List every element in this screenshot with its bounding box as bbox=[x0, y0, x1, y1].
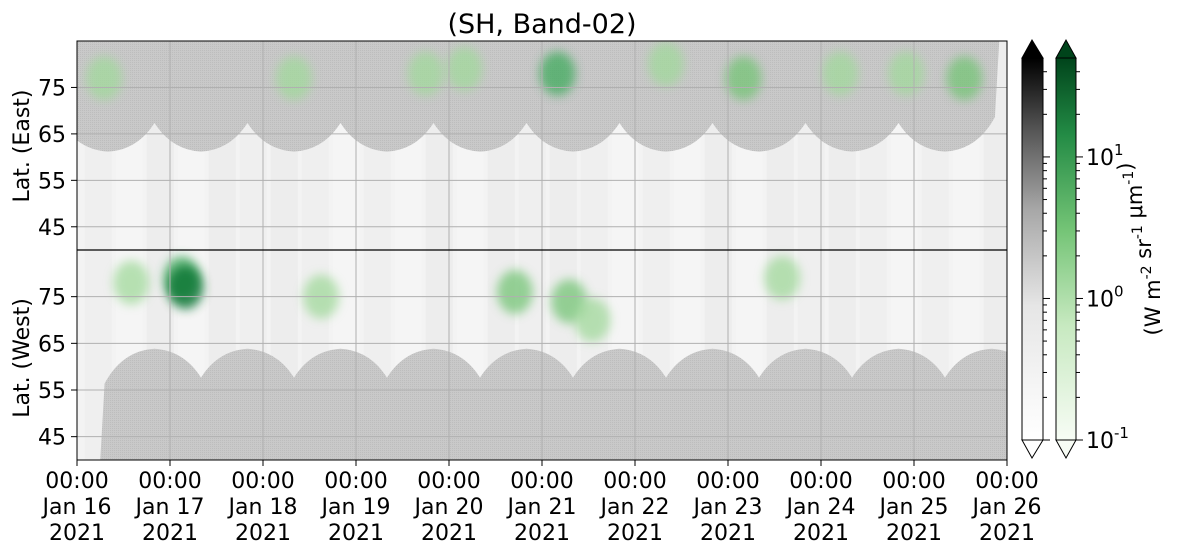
aurora-patch bbox=[822, 51, 859, 96]
colorbar-greys-bar bbox=[1021, 57, 1044, 441]
x-tick-label: 2021 bbox=[514, 521, 570, 546]
colorbar-ticks: 101 100 10-1 bbox=[1043, 71, 1129, 454]
x-tick-label: Jan 17 bbox=[134, 495, 205, 520]
x-tick-label: 00:00 bbox=[510, 469, 573, 494]
aurora-patch bbox=[407, 51, 444, 96]
x-tick-label: 00:00 bbox=[45, 469, 108, 494]
colorbar-tick-label: 100 bbox=[1086, 282, 1124, 312]
x-tick-label: Jan 24 bbox=[785, 495, 856, 520]
aurora-patch bbox=[539, 51, 576, 96]
y-label-east: Lat. (East) bbox=[10, 90, 35, 203]
aurora-emission bbox=[86, 42, 983, 342]
x-tick-label: Jan 21 bbox=[506, 495, 577, 520]
daylight-lobe-west bbox=[379, 348, 488, 460]
aurora-patch bbox=[167, 265, 204, 310]
x-tick-label: Jan 25 bbox=[878, 495, 949, 520]
x-tick-label: 00:00 bbox=[603, 469, 666, 494]
y-axis: 45 55 65 75 75 65 55 45 bbox=[38, 76, 77, 451]
x-tick-label: Jan 19 bbox=[320, 495, 391, 520]
colorbar-greys-extend-max bbox=[1021, 39, 1044, 59]
aurora-patch bbox=[113, 260, 150, 305]
x-tick-label: 2021 bbox=[607, 521, 663, 546]
colorbar-greens-bar bbox=[1055, 57, 1077, 441]
colorbar-greens-extend-max bbox=[1055, 38, 1077, 59]
x-tick-label: 2021 bbox=[142, 521, 198, 546]
x-tick-label: 2021 bbox=[421, 521, 477, 546]
x-tick-label: 2021 bbox=[700, 521, 756, 546]
daylight-lobe-west bbox=[100, 348, 209, 460]
y-tick-label: 55 bbox=[38, 379, 66, 404]
aurora-patch bbox=[86, 56, 123, 101]
x-tick-label: 00:00 bbox=[324, 469, 387, 494]
colorbars: 101 100 10-1 (W m-2 sr-1 μm-1) bbox=[1021, 38, 1165, 460]
y-tick-label: 45 bbox=[38, 216, 66, 241]
daylight-lobe-west bbox=[937, 348, 1007, 460]
x-tick-label: 2021 bbox=[49, 521, 105, 546]
colorbar-tick-label: 10-1 bbox=[1086, 424, 1129, 454]
x-tick-label: 2021 bbox=[328, 521, 384, 546]
daylight-lobe-west bbox=[565, 348, 674, 460]
x-tick-label: 2021 bbox=[793, 521, 849, 546]
x-tick-label: 00:00 bbox=[696, 469, 759, 494]
aurora-patch bbox=[725, 56, 762, 101]
daylight-lobe-west bbox=[286, 348, 395, 460]
y-tick-label: 65 bbox=[38, 332, 66, 357]
y-tick-label: 55 bbox=[38, 169, 66, 194]
x-tick-label: Jan 23 bbox=[692, 495, 763, 520]
daylight-lobe-west bbox=[193, 348, 302, 460]
x-tick-label: Jan 18 bbox=[227, 495, 298, 520]
colorbar-greens-extend-min bbox=[1055, 439, 1077, 460]
x-tick-label: 2021 bbox=[979, 521, 1035, 546]
daylight-lobe-west bbox=[658, 348, 767, 460]
daylight-lobe-west bbox=[472, 348, 581, 460]
daylight-lobe-west bbox=[751, 348, 860, 460]
x-tick-label: 2021 bbox=[886, 521, 942, 546]
y-tick-label: 75 bbox=[38, 76, 66, 101]
y-tick-label: 75 bbox=[38, 286, 66, 311]
colorbar-greys-extend-min bbox=[1021, 439, 1044, 459]
aurora-patch bbox=[946, 56, 983, 101]
aurora-patch bbox=[648, 42, 684, 87]
aurora-patch bbox=[276, 56, 312, 101]
colorbar-greens bbox=[1055, 38, 1077, 460]
y-label-west: Lat. (West) bbox=[10, 298, 35, 418]
x-tick-label: 00:00 bbox=[975, 469, 1038, 494]
daylight-lobe-east bbox=[611, 41, 721, 152]
x-tick-label: 00:00 bbox=[138, 469, 201, 494]
chart-title: (SH, Band-02) bbox=[447, 9, 636, 40]
x-tick-label: 2021 bbox=[235, 521, 291, 546]
daylight-lobe-east bbox=[146, 41, 256, 152]
daylight-regions bbox=[77, 41, 1007, 460]
y-tick-label: 65 bbox=[38, 123, 66, 148]
x-tick-label: Jan 20 bbox=[413, 495, 484, 520]
x-tick-label: Jan 26 bbox=[971, 495, 1042, 520]
aurora-patch bbox=[888, 51, 925, 96]
x-tick-label: 00:00 bbox=[789, 469, 852, 494]
aurora-patch bbox=[574, 298, 611, 342]
plot-area bbox=[77, 41, 1007, 460]
daylight-lobe-west bbox=[844, 348, 953, 460]
colorbar-greys bbox=[1021, 39, 1044, 459]
x-tick-label: Jan 22 bbox=[599, 495, 670, 520]
aurora-patch bbox=[496, 270, 533, 314]
y-tick-label: 45 bbox=[38, 426, 66, 451]
x-tick-label: Jan 16 bbox=[41, 495, 112, 520]
colorbar-label: (W m-2 sr-1 μm-1) bbox=[1114, 163, 1165, 336]
aurora-patch bbox=[764, 256, 801, 300]
x-tick-label: 00:00 bbox=[417, 469, 480, 494]
x-tick-label: 00:00 bbox=[882, 469, 945, 494]
x-tick-label: 00:00 bbox=[231, 469, 294, 494]
colorbar-tick-label: 101 bbox=[1086, 141, 1124, 171]
aurora-patch bbox=[446, 46, 483, 91]
